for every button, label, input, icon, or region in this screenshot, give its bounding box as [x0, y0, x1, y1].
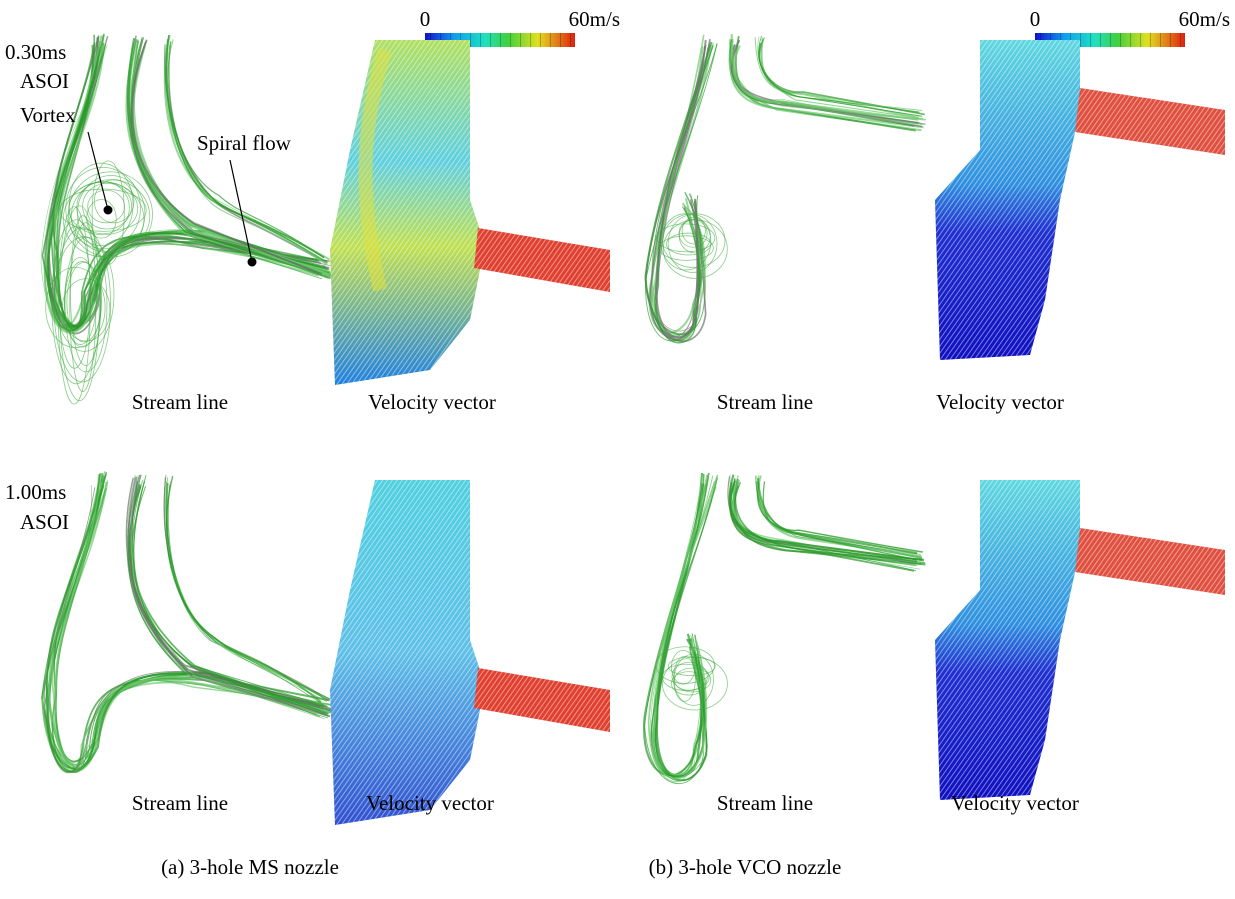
vector-hatch [330, 40, 480, 385]
leader-dot [248, 258, 257, 267]
stream-line [50, 479, 333, 768]
annotation: Spiral flow [197, 131, 292, 155]
panel-caption: Velocity vector [368, 390, 496, 414]
stream-line [128, 475, 323, 707]
colorbar-max: 60m/s [1179, 7, 1230, 31]
panel-caption: Stream line [717, 390, 813, 414]
panel-caption: Stream line [132, 390, 228, 414]
panel-caption: Velocity vector [936, 390, 1064, 414]
stream-line [42, 473, 333, 768]
vortex-line [69, 163, 133, 245]
stream-line [655, 473, 702, 776]
stream-line [651, 44, 717, 337]
annotation: Vortex [20, 103, 76, 127]
row-time: 1.00ms [5, 480, 66, 504]
vector-hatch [1075, 528, 1225, 595]
stream-line [46, 474, 319, 765]
vector-hatch [1075, 88, 1225, 155]
stream-line [164, 477, 330, 699]
column-caption: (b) 3-hole VCO nozzle [649, 855, 842, 879]
row-label: ASOI [20, 69, 69, 93]
stream-line [126, 478, 321, 706]
vector-hatch [935, 480, 1080, 800]
column-caption: (a) 3-hole MS nozzle [161, 855, 339, 879]
stream-line [164, 475, 329, 699]
stream-line [649, 45, 711, 333]
vector-hatch [330, 480, 480, 825]
stream-line [45, 36, 330, 333]
stream-line [168, 485, 327, 702]
leader-line [88, 132, 108, 210]
stream-line [649, 475, 718, 779]
figure: 0 60m/s 0 60m/s 0.30ms ASOI 1.00ms ASOI … [0, 0, 1235, 899]
colorbar-max: 60m/s [569, 7, 620, 31]
stream-line [42, 485, 334, 768]
colorbar-min: 0 [1030, 7, 1041, 31]
panel-caption: Stream line [717, 791, 813, 815]
row-time: 0.30ms [5, 40, 66, 64]
vector-hatch [474, 228, 610, 292]
panel-caption: Velocity vector [366, 791, 494, 815]
row-label: ASOI [20, 510, 69, 534]
vector-hatch [474, 668, 610, 732]
stream-line [656, 477, 717, 777]
stream-line [167, 483, 321, 702]
stream-line [42, 476, 323, 770]
stream-line [127, 475, 332, 706]
colorbar-min: 0 [420, 7, 431, 31]
leader-dot [104, 206, 113, 215]
vector-hatch [935, 40, 1080, 360]
panel-caption: Velocity vector [951, 791, 1079, 815]
panel-caption: Stream line [132, 791, 228, 815]
